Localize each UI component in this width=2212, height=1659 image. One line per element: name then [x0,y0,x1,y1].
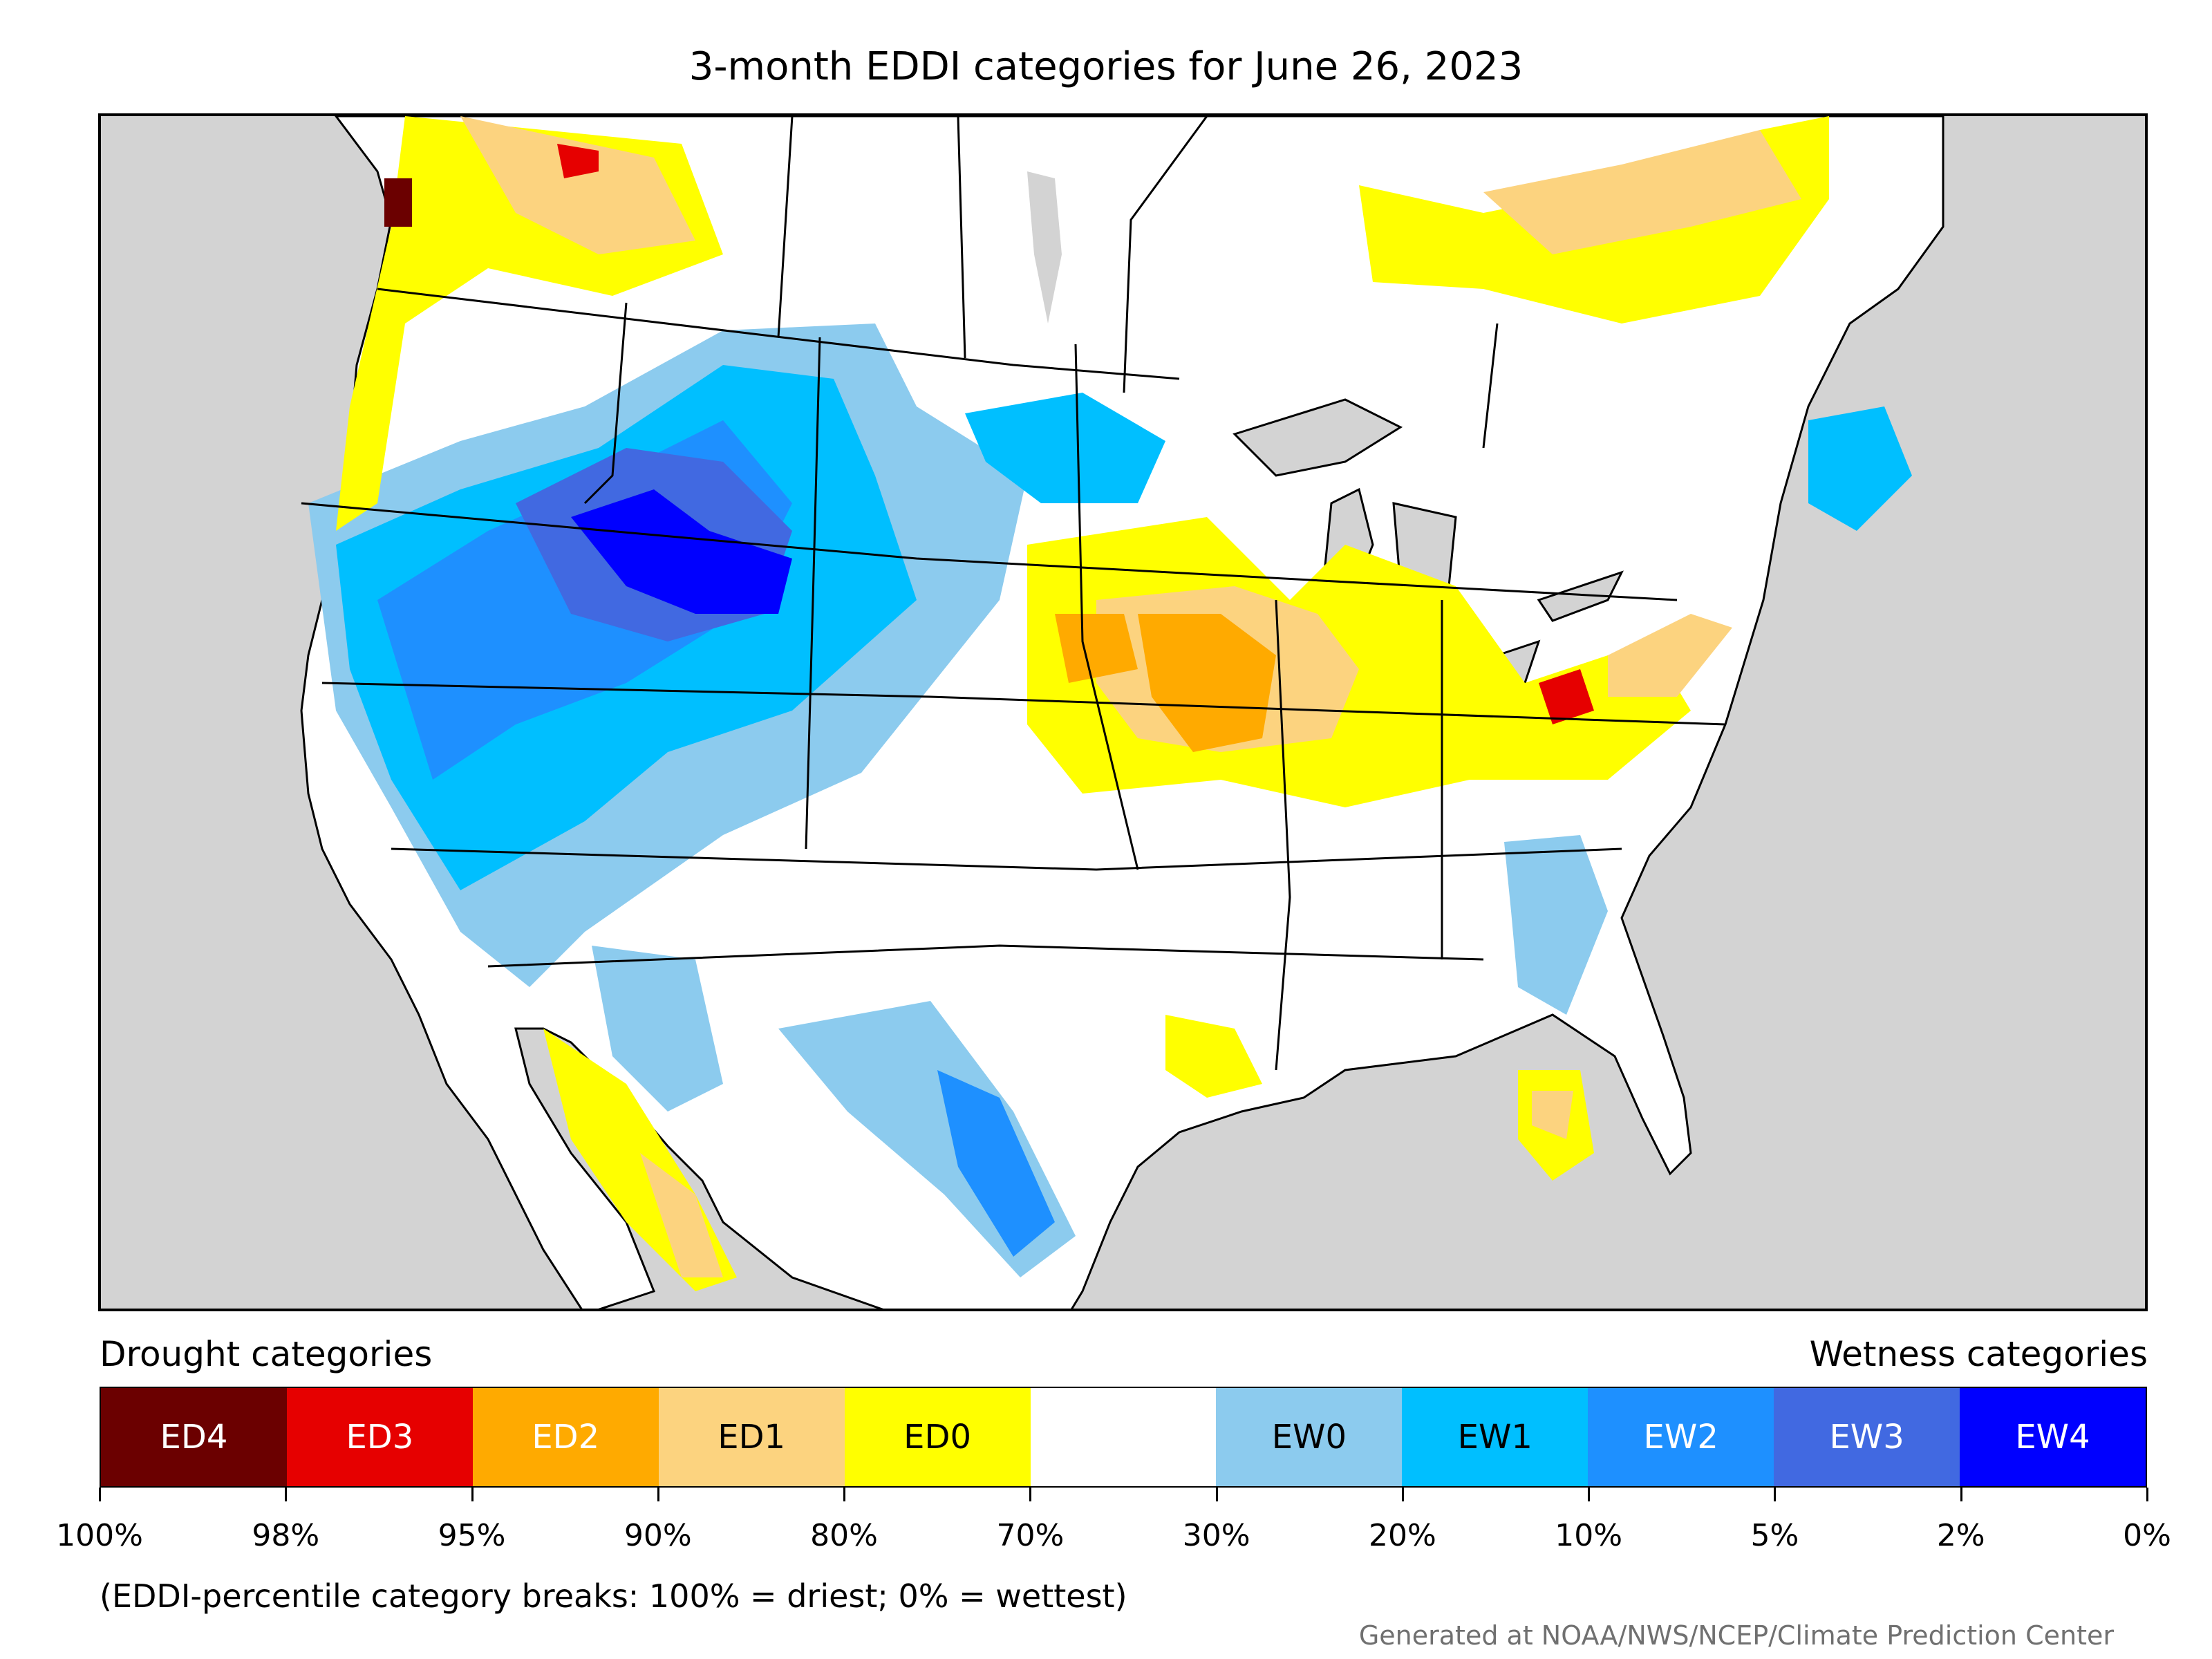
colorbar-segment-ed0: ED0 [844,1388,1031,1486]
colorbar-tick [2146,1488,2148,1501]
colorbar-segment-ed2: ED2 [472,1388,659,1486]
colorbar-tick [657,1488,659,1501]
map-panel [98,113,2148,1311]
colorbar-tick-label: 100% [56,1518,143,1553]
colorbar-tick [99,1488,101,1501]
colorbar-tick [1215,1488,1218,1501]
colorbar-tick [843,1488,846,1501]
wetness-categories-label: Wetness categories [1809,1334,2148,1374]
colorbar-tick [471,1488,474,1501]
colorbar-segment-ew2: EW2 [1588,1388,1774,1486]
colorbar-segment-ew1: EW1 [1402,1388,1588,1486]
colorbar-tick-label: 10% [1555,1518,1623,1553]
colorbar-tick-label: 98% [252,1518,320,1553]
drought-categories-label: Drought categories [100,1334,433,1374]
colorbar-segment-ed4: ED4 [101,1388,287,1486]
colorbar-tick-label: 5% [1750,1518,1799,1553]
colorbar-tick-label: 90% [624,1518,692,1553]
category-colorbar: ED4 ED3 ED2 ED1 ED0 EW0 EW1 EW2 EW3 EW4 [100,1387,2147,1488]
colorbar-segment-ed1: ED1 [658,1388,845,1486]
lake-winnipeg [1027,171,1062,324]
colorbar-ticks [99,1488,2148,1501]
colorbar-segment-normal [1030,1388,1217,1486]
colorbar-tick [1588,1488,1591,1501]
colorbar-tick-label: 0% [2123,1518,2171,1553]
map-title: 3-month EDDI categories for June 26, 202… [688,44,1524,89]
colorbar-tick [1774,1488,1777,1501]
eddi-map [300,116,1944,1309]
footnote: (EDDI-percentile category breaks: 100% =… [100,1577,1127,1615]
colorbar-tick [1401,1488,1404,1501]
colorbar-tick [1960,1488,1962,1501]
colorbar-segment-ew0: EW0 [1216,1388,1403,1486]
colorbar-tick [285,1488,288,1501]
wetness-areas [308,324,1912,1277]
colorbar-tick-label: 2% [1936,1518,1985,1553]
colorbar-tick-label: 20% [1369,1518,1436,1553]
colorbar-segment-ew3: EW3 [1774,1388,1960,1486]
colorbar-tick-label: 95% [438,1518,506,1553]
colorbar-segment-ew4: EW4 [1960,1388,2146,1486]
drought-areas [336,116,1829,1291]
colorbar-tick [1029,1488,1032,1501]
colorbar-tick-label: 80% [810,1518,878,1553]
colorbar-tick-label: 30% [1182,1518,1250,1553]
colorbar-segment-ed3: ED3 [286,1388,473,1486]
political-borders [301,116,1726,1071]
colorbar-tick-label: 70% [996,1518,1065,1553]
credit-line: Generated at NOAA/NWS/NCEP/Climate Predi… [1358,1620,2114,1651]
